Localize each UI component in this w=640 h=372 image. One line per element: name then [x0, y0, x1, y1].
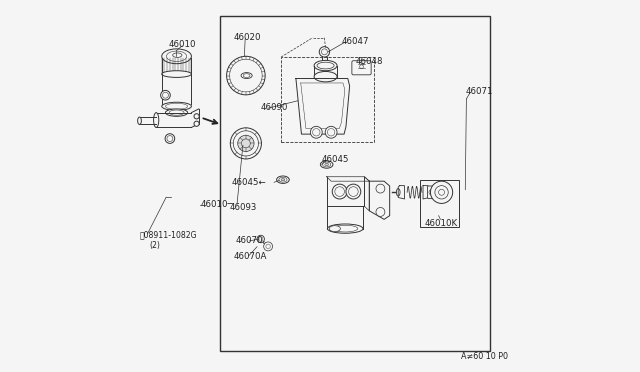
Circle shape — [376, 184, 385, 193]
Text: 46070A: 46070A — [234, 252, 268, 261]
Circle shape — [257, 235, 264, 243]
Text: 46010: 46010 — [169, 39, 196, 49]
Circle shape — [310, 126, 322, 138]
Bar — [281, 57, 374, 142]
Text: 46090: 46090 — [260, 103, 288, 112]
Ellipse shape — [314, 60, 337, 71]
Ellipse shape — [154, 113, 159, 128]
Circle shape — [161, 90, 170, 100]
Ellipse shape — [241, 73, 252, 78]
Ellipse shape — [162, 102, 191, 110]
Circle shape — [230, 128, 262, 159]
Ellipse shape — [162, 49, 191, 64]
Ellipse shape — [314, 71, 337, 82]
Text: 46010K: 46010K — [424, 219, 458, 228]
Text: ⓝ08911-1082G: ⓝ08911-1082G — [139, 230, 196, 240]
Text: A≠60 10 P0: A≠60 10 P0 — [461, 352, 508, 361]
Ellipse shape — [162, 71, 191, 77]
Text: 46047: 46047 — [341, 37, 369, 46]
Text: 46070: 46070 — [236, 236, 263, 246]
Ellipse shape — [173, 53, 182, 57]
Text: 46093: 46093 — [230, 203, 257, 212]
Ellipse shape — [322, 65, 327, 68]
Text: (2): (2) — [150, 241, 161, 250]
Circle shape — [319, 46, 330, 57]
Text: 46010─: 46010─ — [201, 200, 234, 209]
Text: 46071: 46071 — [465, 87, 493, 96]
Ellipse shape — [325, 163, 328, 166]
Circle shape — [346, 184, 361, 199]
Ellipse shape — [329, 226, 340, 232]
Ellipse shape — [328, 224, 363, 233]
FancyBboxPatch shape — [428, 186, 436, 199]
Circle shape — [376, 208, 385, 217]
Ellipse shape — [281, 179, 285, 181]
Circle shape — [194, 121, 199, 126]
Bar — [220, 16, 490, 351]
Ellipse shape — [396, 189, 400, 196]
Circle shape — [237, 135, 254, 151]
Circle shape — [431, 181, 452, 203]
Circle shape — [325, 126, 337, 138]
Circle shape — [264, 242, 273, 251]
Ellipse shape — [321, 161, 333, 168]
Text: 46020: 46020 — [234, 33, 262, 42]
Circle shape — [165, 134, 175, 143]
Text: 46045←: 46045← — [231, 178, 266, 187]
FancyBboxPatch shape — [352, 61, 371, 75]
Text: 46048: 46048 — [356, 57, 383, 66]
Bar — [420, 180, 459, 227]
Ellipse shape — [138, 117, 141, 125]
Ellipse shape — [276, 176, 289, 183]
Circle shape — [227, 56, 265, 95]
Text: 46045: 46045 — [321, 155, 349, 164]
Ellipse shape — [166, 109, 188, 116]
Circle shape — [194, 114, 199, 119]
Circle shape — [332, 184, 347, 199]
Ellipse shape — [166, 51, 187, 61]
